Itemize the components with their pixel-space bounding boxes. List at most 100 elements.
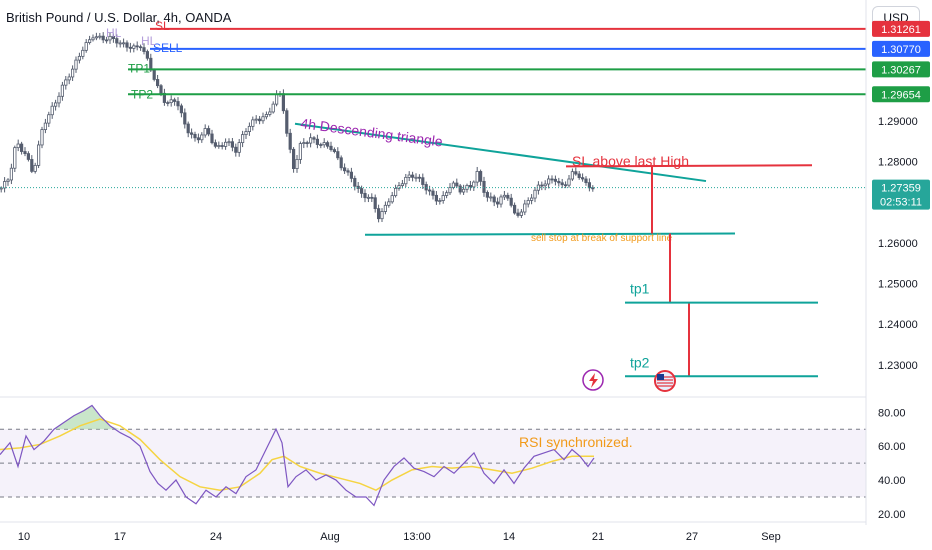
candle-body bbox=[577, 173, 581, 178]
candle-body bbox=[189, 132, 194, 135]
candle-body bbox=[74, 59, 78, 70]
candle-body bbox=[319, 144, 323, 146]
candle-body bbox=[407, 174, 411, 178]
level-tag-sl: SL bbox=[155, 19, 170, 33]
candle-body bbox=[308, 137, 313, 144]
candle-body bbox=[553, 178, 558, 182]
candle-body bbox=[50, 105, 54, 116]
candle-body bbox=[475, 171, 479, 183]
candle-body bbox=[132, 45, 136, 49]
candle-body bbox=[332, 149, 337, 152]
us-flag-canton bbox=[657, 374, 664, 380]
candle-body bbox=[84, 42, 88, 51]
rsi-ma-line bbox=[0, 418, 594, 492]
candle-body bbox=[574, 171, 578, 175]
candle-body bbox=[523, 203, 527, 213]
candle-body bbox=[305, 142, 309, 144]
candle-body bbox=[349, 171, 354, 179]
candle-body bbox=[288, 132, 292, 150]
candle-body bbox=[533, 189, 537, 199]
candle-body bbox=[315, 138, 320, 145]
target-label-tp2: tp2 bbox=[630, 354, 650, 370]
candle-body bbox=[581, 177, 585, 180]
candle-body bbox=[393, 187, 398, 197]
candle-body bbox=[217, 145, 221, 147]
candle-body bbox=[427, 189, 432, 192]
candle-body bbox=[482, 180, 486, 193]
candle-body bbox=[67, 76, 71, 81]
candle-body bbox=[461, 188, 466, 193]
candle-body bbox=[47, 114, 51, 124]
candle-body bbox=[557, 180, 561, 184]
symbol-title[interactable]: British Pound / U.S. Dollar, 4h, OANDA bbox=[6, 10, 232, 25]
candle-body bbox=[172, 99, 177, 102]
candle-body bbox=[560, 182, 564, 186]
sl-above-high-line bbox=[565, 164, 813, 168]
candle-body bbox=[71, 68, 75, 78]
candle-body bbox=[128, 46, 132, 49]
sl-above-high-label: SL above last High bbox=[572, 153, 689, 169]
candle-body bbox=[77, 55, 81, 61]
candle-body bbox=[353, 177, 357, 187]
level-price-tag-bg bbox=[872, 86, 930, 103]
candle-body bbox=[247, 125, 251, 132]
candle-body bbox=[492, 196, 496, 203]
candle-body bbox=[108, 35, 112, 41]
candle-body bbox=[383, 204, 388, 212]
level-tag-tp1: TP1 bbox=[128, 61, 150, 75]
time-tick-label: Sep bbox=[761, 531, 781, 543]
candle-body bbox=[390, 195, 394, 203]
candle-body bbox=[526, 200, 530, 205]
time-tick-label: 10 bbox=[18, 531, 30, 543]
candle-body bbox=[98, 35, 102, 38]
candle-body bbox=[564, 184, 568, 187]
candle-body bbox=[397, 185, 401, 189]
candle-body bbox=[6, 179, 10, 182]
rsi-tick-label: 80.00 bbox=[878, 407, 906, 419]
candle-body bbox=[101, 35, 105, 41]
candle-body bbox=[291, 148, 296, 169]
price-tick-label: 1.28000 bbox=[878, 157, 918, 169]
candle-body bbox=[519, 211, 524, 216]
candle-body bbox=[261, 116, 265, 122]
candle-body bbox=[105, 39, 109, 42]
candle-body bbox=[376, 208, 381, 220]
candle-body bbox=[81, 49, 85, 57]
candle-body bbox=[295, 159, 299, 169]
candle-body bbox=[37, 144, 41, 166]
price-tick-label: 1.26000 bbox=[878, 238, 918, 250]
candle-body bbox=[268, 111, 272, 115]
candle-body bbox=[240, 134, 245, 144]
candle-body bbox=[94, 36, 98, 39]
candle-body bbox=[26, 153, 31, 160]
candle-body bbox=[438, 200, 442, 202]
candle-body bbox=[342, 167, 347, 172]
candle-body bbox=[111, 35, 115, 39]
candle-body bbox=[451, 182, 456, 188]
candle-body bbox=[584, 178, 588, 184]
candle-body bbox=[567, 178, 571, 186]
support-note: sell stop at break of support line bbox=[531, 233, 673, 244]
candle-body bbox=[213, 142, 217, 147]
candle-body bbox=[244, 131, 248, 136]
candle-body bbox=[237, 142, 241, 153]
rsi-line bbox=[0, 404, 595, 507]
time-tick-label: 17 bbox=[114, 531, 126, 543]
candle-body bbox=[176, 101, 180, 107]
price-tick-label: 1.23000 bbox=[878, 360, 918, 372]
candle-body bbox=[274, 94, 279, 105]
candle-body bbox=[489, 196, 493, 199]
rsi-overbought-fill bbox=[0, 405, 594, 430]
candle-body bbox=[530, 197, 534, 201]
candle-body bbox=[257, 118, 262, 122]
candle-body bbox=[472, 181, 476, 188]
candle-body bbox=[122, 42, 126, 45]
candle-body bbox=[591, 187, 595, 190]
candle-body bbox=[183, 112, 187, 125]
candle-body bbox=[346, 170, 350, 173]
candle-body bbox=[223, 141, 228, 147]
candle-body bbox=[285, 110, 289, 134]
candle-body bbox=[540, 184, 544, 187]
candle-body bbox=[465, 185, 469, 190]
